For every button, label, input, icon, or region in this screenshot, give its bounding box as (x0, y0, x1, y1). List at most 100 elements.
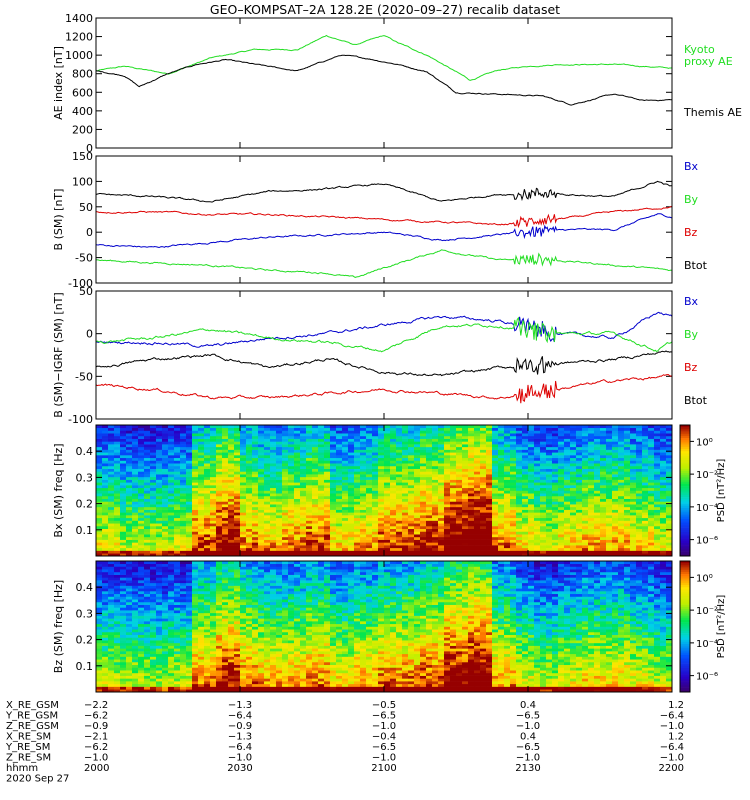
spectrogram-cell (330, 460, 337, 464)
spectrogram-cell (390, 550, 397, 554)
spectrogram-cell (414, 520, 421, 524)
spectrogram-cell (600, 542, 607, 546)
spectrogram-cell (426, 457, 433, 461)
spectrogram-cell (126, 468, 133, 472)
spectrogram-cell (300, 490, 307, 494)
spectrogram-cell (120, 520, 127, 524)
spectrogram-cell (384, 509, 391, 513)
spectrogram-cell (444, 495, 451, 499)
spectrogram-cell (576, 506, 583, 510)
spectrogram-cell (330, 444, 337, 448)
spectrogram-cell (438, 545, 445, 549)
spectrogram-cell (126, 446, 133, 450)
spectrogram-cell (240, 547, 247, 551)
spectrogram-cell (108, 468, 115, 472)
spectrogram-cell (336, 504, 343, 508)
spectrogram-cell (600, 425, 607, 429)
colorbar-segment (680, 505, 690, 509)
spectrogram-cell (162, 531, 169, 535)
spectrogram-cell (270, 474, 277, 478)
spectrogram-cell (450, 498, 457, 502)
spectrogram-cell (612, 490, 619, 494)
colorbar-segment (680, 427, 690, 430)
spectrogram-cell (204, 449, 211, 453)
spectrogram-cell (450, 512, 457, 516)
spectrogram-cell (120, 517, 127, 521)
legend-label: Kyoto (684, 43, 715, 56)
spectrogram-cell (606, 515, 613, 519)
spectrogram-cell (546, 455, 553, 459)
spectrogram-cell (576, 525, 583, 530)
spectrogram-cell (558, 495, 565, 499)
spectrogram-cell (612, 425, 619, 429)
spectrogram-cell (306, 515, 313, 519)
spectrogram-cell (486, 528, 493, 532)
spectrogram-cell (108, 626, 115, 630)
spectrogram-cell (468, 517, 475, 521)
spectrogram-cell (504, 490, 511, 494)
spectrogram-cell (234, 517, 241, 521)
spectrogram-cell (342, 476, 349, 480)
spectrogram-cell (108, 664, 115, 668)
spectrogram-cell (624, 490, 631, 494)
spectrogram-cell (354, 446, 361, 450)
spectrogram-cell (582, 512, 589, 516)
spectrogram-cell (582, 493, 589, 497)
spectrogram-cell (240, 542, 247, 546)
spectrogram-cell (294, 485, 301, 489)
spectrogram-cell (396, 495, 403, 499)
spectrogram-cell (516, 465, 523, 469)
spectrogram-cell (492, 509, 499, 513)
spectrogram-cell (360, 465, 367, 469)
spectrogram-cell (366, 493, 373, 497)
spectrogram-cell (360, 528, 367, 532)
spectrogram-cell (666, 536, 673, 540)
spectrogram-cell (114, 661, 121, 666)
spectrogram-cell (636, 539, 643, 543)
spectrogram-cell (258, 493, 265, 497)
spectrogram-cell (624, 515, 631, 519)
spectrogram-cell (498, 476, 505, 480)
spectrogram-cell (360, 525, 367, 530)
spectrogram-cell (630, 525, 637, 530)
spectrogram-cell (648, 498, 655, 502)
spectrogram-cell (408, 485, 415, 489)
spectrogram-cell (234, 455, 241, 459)
spectrogram-cell (594, 501, 601, 505)
spectrogram-cell (414, 550, 421, 554)
spectrogram-cell (528, 427, 535, 431)
spectrogram-cell (252, 553, 259, 557)
spectrogram-cell (480, 547, 487, 551)
spectrogram-cell (348, 441, 355, 445)
spectrogram-cell (258, 501, 265, 505)
spectrogram-cell (210, 444, 217, 448)
spectrogram-cell (150, 427, 157, 431)
spectrogram-cell (480, 471, 487, 475)
colorbar-segment (680, 534, 690, 537)
spectrogram-cell (204, 438, 211, 442)
spectrogram-cell (486, 460, 493, 464)
spectrogram-cell (144, 468, 151, 472)
spectrogram-cell (456, 449, 463, 453)
spectrogram-cell (390, 545, 397, 549)
spectrogram-cell (336, 487, 343, 491)
spectrogram-cell (504, 504, 511, 508)
spectrogram-cell (642, 452, 649, 456)
spectrogram-cell (96, 485, 103, 489)
spectrogram-cell (438, 433, 445, 437)
spectrogram-cell (456, 528, 463, 532)
spectrogram-cell (96, 686, 103, 690)
spectrogram-cell (522, 528, 529, 532)
spectrogram-cell (510, 463, 517, 467)
spectrogram-cell (552, 495, 559, 499)
spectrogram-cell (666, 545, 673, 549)
spectrogram-cell (198, 509, 205, 513)
spectrogram-cell (294, 501, 301, 505)
spectrogram-cell (540, 455, 547, 459)
spectrogram-cell (222, 457, 229, 461)
spectrogram-cell (204, 539, 211, 543)
spectrogram-cell (504, 457, 511, 461)
spectrogram-cell (258, 427, 265, 431)
spectrogram-cell (390, 534, 397, 538)
spectrogram-cell (228, 452, 235, 456)
